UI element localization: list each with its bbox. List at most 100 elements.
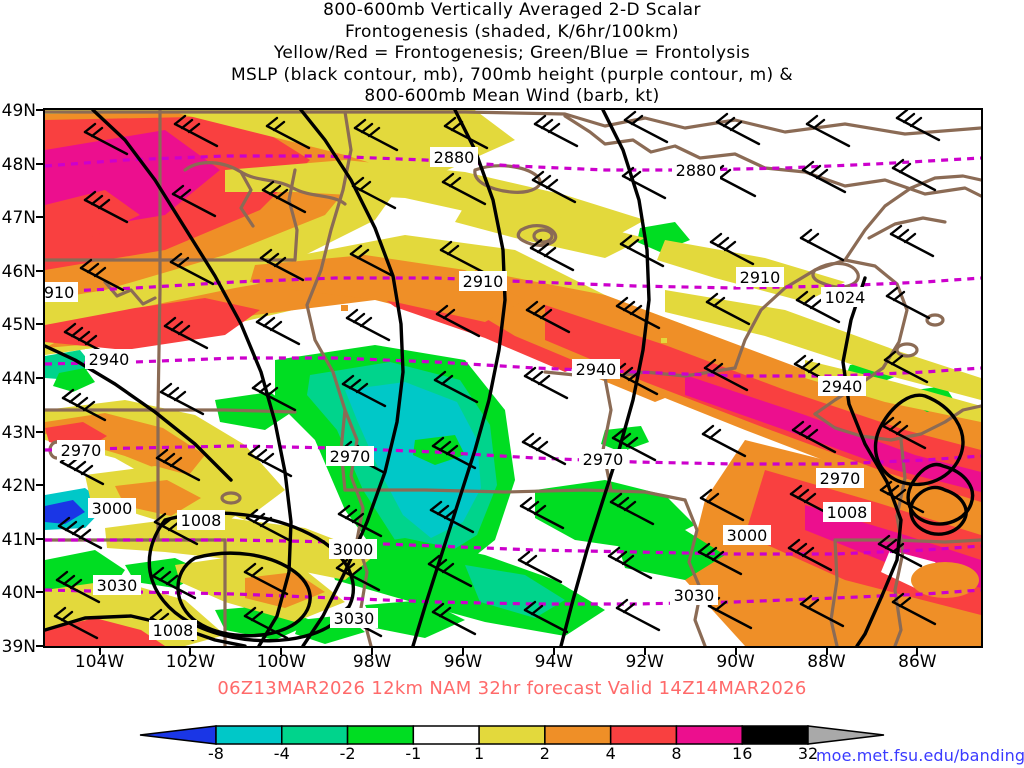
lon-tick-label: 90W xyxy=(716,652,755,672)
contour-label-bg xyxy=(670,585,718,605)
lon-tick-label: 98W xyxy=(352,652,392,672)
lon-tick-mark xyxy=(734,648,737,655)
lon-tick-mark xyxy=(189,648,192,655)
forecast-caption: 06Z13MAR2026 12km NAM 32hr forecast Vali… xyxy=(217,678,807,699)
lon-tick-mark xyxy=(280,648,283,655)
colorbar-over-arrow xyxy=(807,725,885,745)
contour-label-bg xyxy=(430,147,478,167)
contour-label: 1008 xyxy=(827,503,868,522)
contour-label: 2910 xyxy=(45,283,74,302)
contour-label: 3000 xyxy=(333,540,374,559)
title-line-4: MSLP (black contour, mb), 700mb height (… xyxy=(230,64,794,85)
lon-tick-label: 94W xyxy=(534,652,574,672)
colorbar-tick-label: -1 xyxy=(405,744,422,763)
lat-tick-label: 40N xyxy=(1,583,36,604)
colorbar-swatch xyxy=(544,725,612,745)
contour-label-bg xyxy=(326,446,374,466)
lon-tick-mark xyxy=(462,648,465,655)
title-line-5: 800-600mb Mean Wind (barb, kt) xyxy=(364,86,660,106)
lat-tick-mark xyxy=(36,323,43,326)
lat-tick-label: 44N xyxy=(1,369,36,389)
contour-label-bg xyxy=(329,539,377,559)
colorbar-swatch xyxy=(741,725,809,745)
lon-tick-label: 102W xyxy=(165,652,216,672)
lon-tick-mark xyxy=(916,648,919,655)
contour-label-bg xyxy=(57,440,105,460)
lon-tick-label: 96W xyxy=(443,652,483,672)
colorbar-tick-label: 8 xyxy=(671,744,682,763)
contour-label: 2970 xyxy=(583,450,624,469)
contour-label: 1008 xyxy=(153,621,194,640)
height-contours-700mb xyxy=(45,154,981,606)
colorbar-swatch xyxy=(412,725,480,745)
colorbar-tick-label: -8 xyxy=(208,744,224,763)
wind-barbs xyxy=(53,110,941,642)
lon-tick-mark xyxy=(552,648,555,655)
lon-tick-label: 92W xyxy=(625,652,664,672)
colorbar-swatch xyxy=(281,725,349,745)
contour-label: 2940 xyxy=(89,350,130,369)
title-line-3: Yellow/Red = Frontogenesis; Green/Blue =… xyxy=(273,43,751,63)
contour-label: 3000 xyxy=(92,499,133,518)
lon-tick-mark xyxy=(643,648,646,655)
lat-tick-mark xyxy=(36,484,43,487)
contour-label-bg xyxy=(459,271,507,291)
title-line-1: 800-600mb Vertically Averaged 2-D Scalar xyxy=(323,0,701,20)
lon-tick-label: 100W xyxy=(256,652,306,672)
colorbar-tick-label: -2 xyxy=(339,744,356,763)
contour-label: 2910 xyxy=(740,268,781,287)
colorbar-swatch xyxy=(346,725,415,745)
lat-tick-mark xyxy=(36,162,43,165)
map-canvas: 2880 2880 2910 2910 2910 2940 2940 2940 2970 2970… xyxy=(45,110,981,646)
contour-label-bg xyxy=(572,359,620,379)
contour-label-bg xyxy=(330,608,378,628)
colorbar-tick-label: 32 xyxy=(797,744,819,763)
contour-label-bg xyxy=(579,449,627,469)
contour-label: 1024 xyxy=(825,288,866,307)
lon-tick-label: 86W xyxy=(898,652,937,672)
colorbar-tick-label: 4 xyxy=(605,744,616,763)
frontogenesis-map-plot[interactable]: 2880 2880 2910 2910 2910 2940 2940 2940 2970 2970… xyxy=(43,108,983,648)
lat-tick-mark xyxy=(36,377,43,379)
lat-tick-label: 41N xyxy=(1,529,36,550)
contour-label: 2970 xyxy=(330,447,371,466)
colorbar-swatch xyxy=(675,725,743,745)
contour-label: 3000 xyxy=(727,526,768,545)
lon-tick-mark xyxy=(825,648,828,655)
contour-label: 2880 xyxy=(434,148,475,167)
chart-title-block: 800-600mb Vertically Averaged 2-D Scalar… xyxy=(0,0,1024,106)
lat-tick-label: 46N xyxy=(1,261,36,282)
lat-tick-mark xyxy=(36,216,43,219)
colorbar-under-arrow xyxy=(139,725,217,745)
contour-label-bg xyxy=(85,349,133,369)
lon-tick-label: 104W xyxy=(74,652,125,672)
contour-label: 2940 xyxy=(576,360,617,379)
lat-tick-label: 42N xyxy=(1,476,36,497)
lat-tick-mark xyxy=(36,591,43,594)
attribution-link[interactable]: moe.met.fsu.edu/banding xyxy=(816,746,1024,765)
contour-label: 3030 xyxy=(97,576,138,595)
contour-label: 2880 xyxy=(676,161,717,180)
contour-label: 3030 xyxy=(334,609,375,628)
title-line-2: Frontogenesis (shaded, K/6hr/100km) xyxy=(345,21,679,42)
lat-tick-label: 43N xyxy=(1,422,36,443)
colorbar[interactable]: -8 -4 -2 -1 1 2 4 8 16 32 xyxy=(0,722,1024,768)
contour-value-labels: 2880 2880 2910 2910 2910 2940 2940 2940 2970 2970… xyxy=(45,147,871,640)
colorbar-swatch xyxy=(609,725,678,745)
lon-tick-mark xyxy=(371,648,374,655)
contour-label-bg xyxy=(177,510,225,530)
lat-tick-mark xyxy=(36,430,43,433)
contour-label-bg xyxy=(823,502,871,522)
contour-label: 2940 xyxy=(822,377,863,396)
lat-tick-mark xyxy=(36,109,43,111)
lat-tick-label: 45N xyxy=(1,315,36,336)
contour-label-bg xyxy=(45,282,78,302)
contour-label-bg xyxy=(723,525,771,545)
colorbar-tick-label: 16 xyxy=(732,744,753,763)
contour-label-bg xyxy=(821,287,869,307)
lat-tick-label: 39N xyxy=(1,637,36,657)
lon-tick-mark xyxy=(98,648,101,655)
lat-tick-label: 49N xyxy=(1,101,36,121)
